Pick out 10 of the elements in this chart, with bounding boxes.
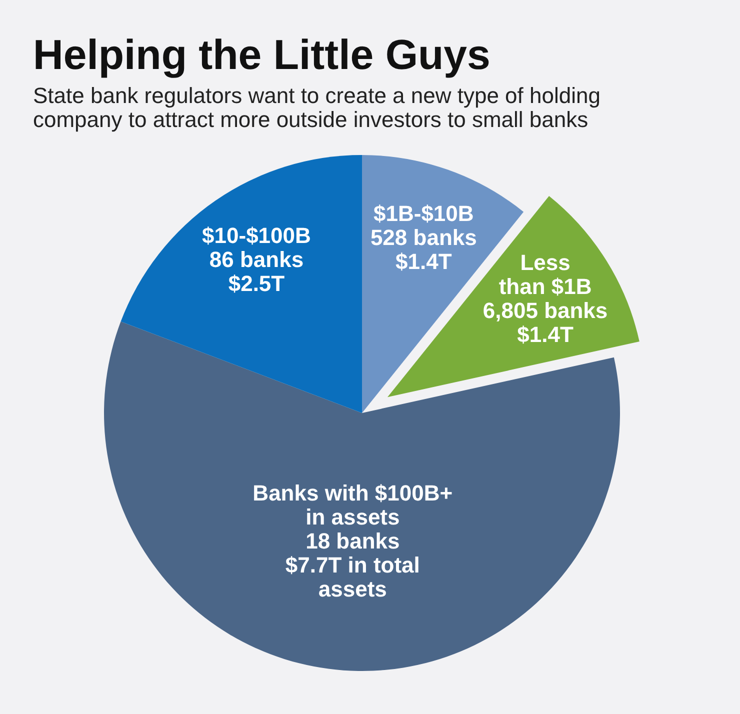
chart-title: Helping the Little Guys [33,31,490,78]
slice-label: $1B-$10B 528 banks [370,200,477,250]
slice-label: Banks with $100B+ in assets 18 banks [252,480,453,554]
slice-label: Less than $1B 6,805 banks [482,250,608,324]
data-label: $2.5T [228,271,286,296]
data-label: $1.4T [517,322,574,348]
slice-label: $10-$100B 86 banks [202,223,311,272]
chart-subtitle: State bank regulators want to create a new type of holding company to attract more outside investors to small banks [33,83,600,132]
data-label: $7.7T in total assets [285,552,420,602]
data-label: $1.4T [396,248,452,274]
